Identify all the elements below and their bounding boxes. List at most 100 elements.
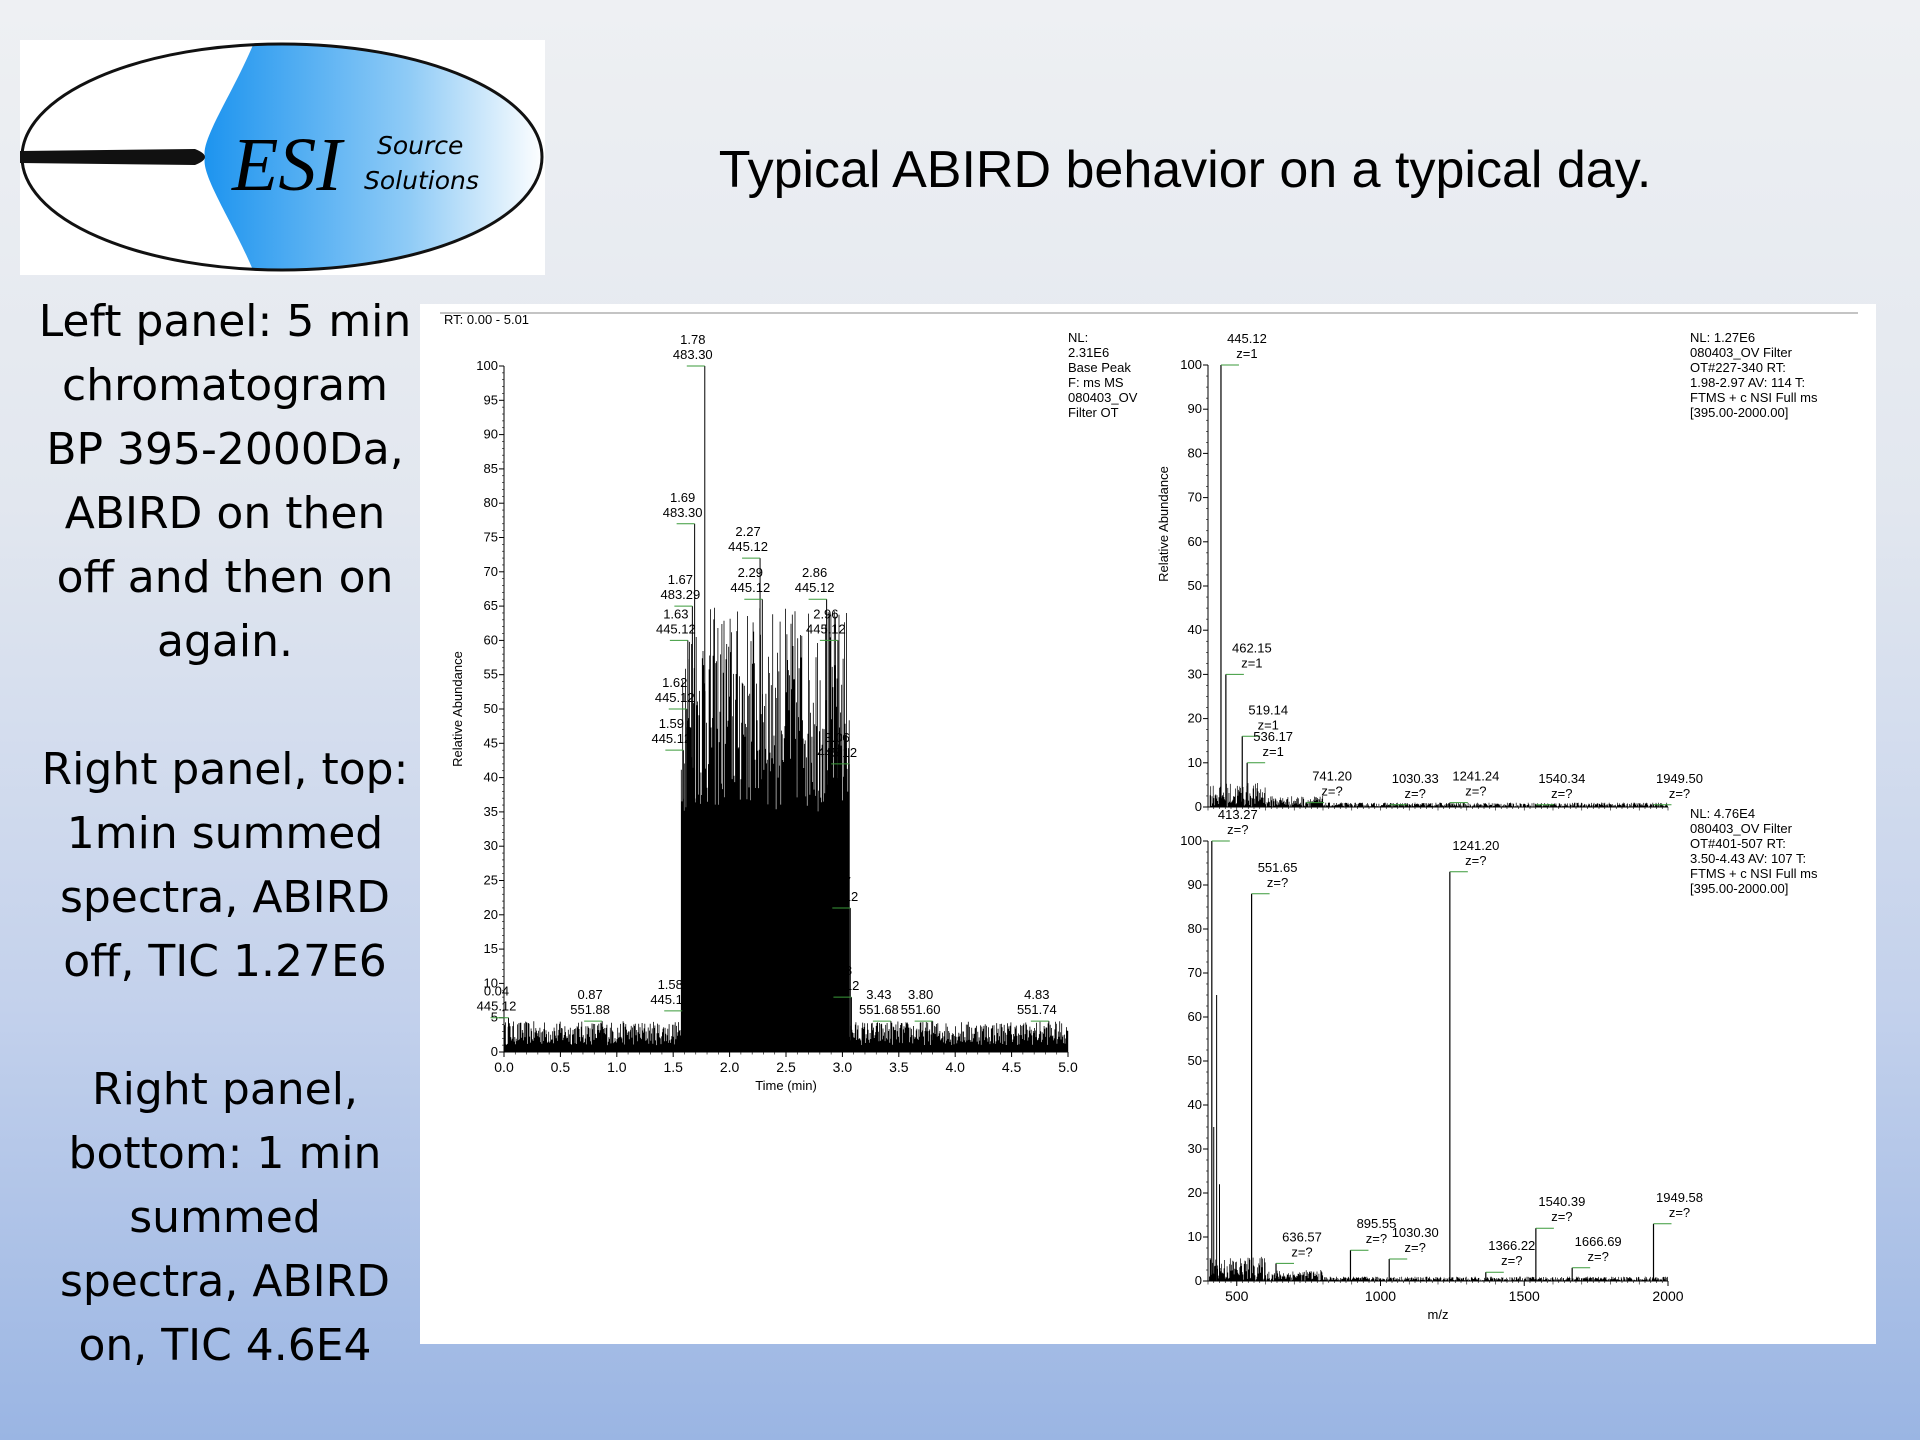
description-line: BP 395-2000Da, [46, 424, 404, 475]
slide-title: Typical ABIRD behavior on a typical day. [718, 141, 1652, 199]
peak-label-charge: z=1 [1241, 655, 1262, 670]
peak-label-time: 2.29 [738, 565, 763, 580]
spectrum-info: [395.00-2000.00] [1690, 881, 1788, 896]
y-tick-label: 75 [484, 530, 498, 545]
peak-label-mz: 551.65 [1258, 860, 1298, 875]
spectrum-info: NL: 1.27E6 [1690, 330, 1755, 345]
description-line: Right panel, top: [41, 744, 409, 795]
spectrum-info: 3.50-4.43 AV: 107 T: [1690, 851, 1806, 866]
peak-label-charge: z=? [1267, 875, 1288, 890]
peak-label-time: 2.96 [813, 606, 838, 621]
spectrum-y-tick-label: 0 [1195, 799, 1202, 814]
y-tick-label: 55 [484, 667, 498, 682]
description-line: off, TIC 1.27E6 [63, 936, 387, 987]
y-tick-label: 85 [484, 461, 498, 476]
spectrum-info: 080403_OV Filter [1690, 345, 1793, 360]
spectrum-y-tick-label: 60 [1188, 534, 1202, 549]
peak-label-mass: 445.12 [477, 999, 517, 1014]
spectrum-x-tick-label: 1500 [1509, 1288, 1540, 1304]
peak-label-mass: 445.12 [730, 580, 770, 595]
peak-label-charge: z=? [1551, 786, 1572, 801]
spectrum-y-tick-label: 100 [1180, 357, 1202, 372]
description-line: off and then on [56, 552, 394, 603]
peak-label-time: 1.62 [662, 675, 687, 690]
chromatogram-info: Filter OT [1068, 405, 1119, 420]
chromatogram-info: Base Peak [1068, 360, 1131, 375]
description-line: again. [157, 616, 293, 667]
peak-label-mass: 445.12 [650, 992, 690, 1007]
peak-label-charge: z=? [1588, 1249, 1609, 1264]
peak-label-mass: 445.12 [728, 539, 768, 554]
peak-label-time: 4.83 [1024, 987, 1049, 1002]
chromatogram-trace [503, 607, 1069, 1052]
logo-text-line1: Source [377, 131, 463, 160]
peak-label-mass: 445.12 [651, 731, 691, 746]
peak-label-mass: 551.88 [570, 1002, 610, 1017]
spectrum-y-tick-label: 60 [1188, 1009, 1202, 1024]
description-line: summed [129, 1192, 321, 1243]
peak-label-charge: z=? [1501, 1253, 1522, 1268]
peak-label-mass: 551.74 [1017, 1002, 1057, 1017]
peak-label-time: 1.69 [670, 490, 695, 505]
spectrum-y-tick-label: 40 [1188, 1097, 1202, 1112]
description-line: ABIRD on then [64, 488, 386, 539]
peak-label-time: 3.07 [826, 874, 851, 889]
spectrum-info: OT#227-340 RT: [1690, 360, 1786, 375]
peak-label-time: 0.04 [484, 984, 509, 999]
description-line: spectra, ABIRD [59, 872, 391, 923]
y-axis-label: Relative Abundance [450, 651, 465, 767]
peak-label-time: 1.67 [668, 572, 693, 587]
peak-label-mass: 445.12 [818, 889, 858, 904]
peak-label-mass: 483.30 [673, 347, 713, 362]
y-tick-label: 60 [484, 632, 498, 647]
spectrum-noise [1209, 1256, 1668, 1281]
peak-label-mz: 462.15 [1232, 640, 1272, 655]
peak-label-time: 2.27 [735, 524, 760, 539]
y-tick-label: 0 [491, 1044, 498, 1059]
description-line: Right panel, [92, 1064, 358, 1115]
peak-label-mz: 1666.69 [1575, 1234, 1622, 1249]
spectrum-info: FTMS + c NSI Full ms [1690, 390, 1818, 405]
description-line: Left panel: 5 min [38, 296, 412, 347]
peak-label-mass: 445.12 [820, 978, 860, 993]
y-tick-label: 25 [484, 873, 498, 888]
x-tick-label: 4.5 [1002, 1059, 1022, 1075]
y-tick-label: 70 [484, 564, 498, 579]
y-tick-label: 65 [484, 598, 498, 613]
x-tick-label: 2.0 [720, 1059, 740, 1075]
peak-label-time: 2.86 [802, 565, 827, 580]
spectrum-y-tick-label: 10 [1188, 755, 1202, 770]
peak-label-mz: 741.20 [1312, 769, 1352, 784]
spectrum-y-tick-label: 10 [1188, 1229, 1202, 1244]
peak-label-mz: 1241.24 [1452, 769, 1499, 784]
peak-label-charge: z=1 [1262, 744, 1283, 759]
peak-label-charge: z=? [1405, 1240, 1426, 1255]
peak-label-charge: z=? [1405, 786, 1426, 801]
spectrum-x-tick-label: 2000 [1652, 1288, 1683, 1304]
y-tick-label: 100 [476, 358, 498, 373]
spectrum-y-tick-label: 80 [1188, 445, 1202, 460]
peak-label-mz: 413.27 [1218, 807, 1258, 822]
spectrum-info: FTMS + c NSI Full ms [1690, 866, 1818, 881]
x-tick-label: 1.5 [663, 1059, 683, 1075]
spectrum-x-tick-label: 1000 [1365, 1288, 1396, 1304]
spectrum-y-tick-label: 50 [1188, 1053, 1202, 1068]
spectrum-y-tick-label: 50 [1188, 578, 1202, 593]
chromatogram-info: 080403_OV [1068, 390, 1138, 405]
x-tick-label: 0.0 [494, 1059, 514, 1075]
peak-label-time: 1.78 [680, 332, 705, 347]
x-axis-label: Time (min) [755, 1078, 817, 1093]
chart-panel: RT: 0.00 - 5.01 0 5 10 15 20 25 30 35 40 45 50 55 60 6… [420, 304, 1876, 1344]
spectrum-y-tick-label: 0 [1195, 1273, 1202, 1288]
x-tick-label: 4.0 [945, 1059, 965, 1075]
peak-label-mz: 1949.58 [1656, 1190, 1703, 1205]
peak-label-mass: 483.30 [663, 505, 703, 520]
logo-text-line2: Solutions [364, 166, 479, 195]
x-tick-label: 2.5 [776, 1059, 796, 1075]
description-line: spectra, ABIRD [59, 1256, 391, 1307]
spectrum-info: OT#401-507 RT: [1690, 836, 1786, 851]
y-tick-label: 10 [484, 975, 498, 990]
peak-label-charge: z=? [1227, 822, 1248, 837]
peak-label-time: 1.58 [658, 977, 683, 992]
peak-label-time: 0.87 [577, 987, 602, 1002]
